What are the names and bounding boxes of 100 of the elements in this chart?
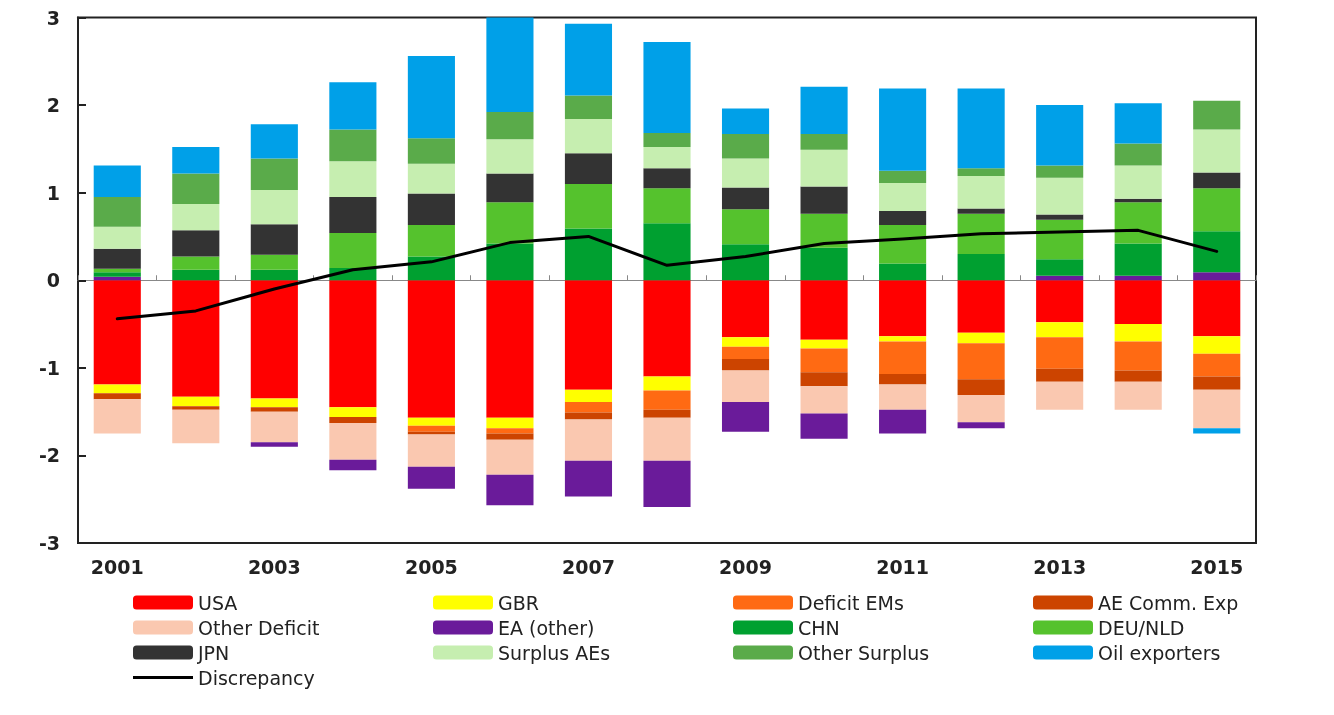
bar	[407, 425, 455, 432]
bar	[643, 188, 691, 224]
bar	[250, 224, 298, 255]
bar	[407, 163, 455, 194]
bar	[407, 138, 455, 164]
bar	[486, 474, 534, 506]
bar	[643, 42, 691, 134]
x-tick-label: 2013	[1033, 555, 1087, 578]
bar	[1036, 177, 1084, 215]
bar	[721, 244, 770, 281]
bar	[93, 399, 141, 434]
bar	[879, 211, 927, 226]
bar	[643, 133, 691, 148]
bar	[957, 379, 1005, 395]
legend-label: AE Comm. Exp	[1098, 591, 1239, 614]
legend-label: GBR	[498, 591, 539, 614]
bar	[957, 253, 1005, 281]
bar	[486, 173, 534, 203]
bar	[407, 466, 455, 489]
bar	[564, 153, 613, 184]
bar	[172, 269, 220, 281]
bar	[564, 119, 613, 154]
bar	[957, 422, 1005, 429]
bar	[93, 393, 141, 400]
x-tick-label: 2007	[562, 555, 615, 578]
bar	[93, 197, 141, 227]
bar	[879, 183, 927, 212]
bar	[564, 412, 613, 420]
bar	[172, 406, 220, 410]
bar	[93, 226, 141, 249]
bar	[1193, 188, 1241, 232]
bar	[721, 209, 770, 245]
bar	[1193, 336, 1241, 354]
bar	[172, 147, 220, 174]
bar	[486, 112, 534, 140]
bar	[721, 108, 770, 134]
bar	[564, 95, 613, 120]
bar	[879, 225, 927, 264]
bar	[721, 280, 770, 338]
bar	[643, 376, 691, 391]
x-tick-label: 2005	[404, 555, 458, 578]
y-tick-label: -2	[38, 444, 60, 467]
bar	[564, 183, 613, 229]
bar	[800, 339, 848, 349]
bar	[1036, 381, 1084, 410]
bar	[329, 82, 377, 130]
bar	[1193, 376, 1241, 390]
bar	[250, 190, 298, 225]
bar	[1114, 370, 1162, 382]
bar	[721, 158, 770, 188]
legend-label: Other Deficit	[198, 616, 320, 639]
bar	[721, 133, 770, 159]
bar	[329, 129, 377, 162]
bar	[721, 359, 770, 371]
bar	[564, 460, 613, 497]
bar	[957, 176, 1005, 209]
legend-label: EA (other)	[498, 616, 595, 639]
bar	[172, 230, 220, 257]
bar	[93, 248, 141, 269]
bar	[1193, 231, 1241, 273]
bar	[1193, 129, 1241, 173]
x-tick-label: 2009	[719, 555, 772, 578]
bar	[1036, 368, 1084, 382]
legend-label: Other Surplus	[798, 641, 930, 664]
x-tick-label: 2015	[1190, 555, 1244, 578]
bar	[250, 398, 298, 408]
bar	[407, 417, 455, 426]
bar	[1036, 322, 1084, 338]
bar	[643, 280, 691, 377]
bar	[329, 459, 377, 471]
bar	[486, 17, 534, 113]
bar	[486, 439, 534, 475]
bar	[879, 384, 927, 410]
bar	[1114, 103, 1162, 144]
bar	[800, 86, 848, 134]
y-tick-label: 2	[46, 94, 60, 117]
bar	[407, 193, 455, 226]
y-tick-label: 1	[46, 181, 60, 204]
bar	[250, 269, 298, 281]
bar	[1114, 143, 1162, 166]
bar	[407, 280, 455, 418]
bar	[486, 417, 534, 429]
bar	[329, 423, 377, 460]
bar	[486, 202, 534, 244]
bar	[1114, 202, 1162, 244]
bar	[1114, 275, 1162, 281]
x-tick-label: 2003	[247, 555, 301, 578]
x-tick-label: 2001	[90, 555, 144, 578]
bar	[250, 158, 298, 191]
bar	[1036, 165, 1084, 178]
bar	[172, 173, 220, 205]
legend-label: JPN	[197, 641, 230, 664]
bar	[1193, 100, 1241, 130]
bar	[1114, 341, 1162, 371]
bar	[957, 394, 1005, 423]
bar	[643, 390, 691, 410]
bar	[250, 407, 298, 412]
bar	[721, 346, 770, 360]
bar	[1114, 324, 1162, 342]
bar	[172, 204, 220, 231]
